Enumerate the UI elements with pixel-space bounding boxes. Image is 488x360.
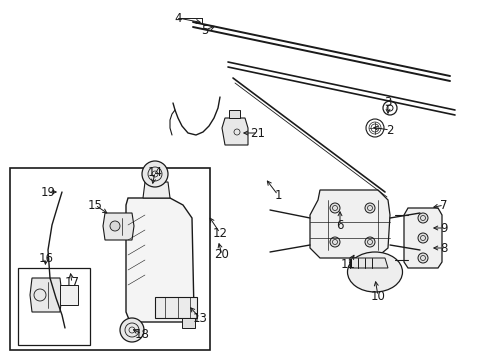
Text: 6: 6 <box>336 219 343 231</box>
Circle shape <box>364 237 374 247</box>
Text: 21: 21 <box>250 126 265 140</box>
Text: 10: 10 <box>370 289 385 302</box>
Bar <box>10 168 209 350</box>
Text: 17: 17 <box>64 276 80 289</box>
Text: 14: 14 <box>147 166 162 179</box>
Text: 18: 18 <box>134 328 149 341</box>
Polygon shape <box>142 182 170 198</box>
Polygon shape <box>403 208 441 268</box>
Polygon shape <box>103 213 134 240</box>
Polygon shape <box>222 118 247 145</box>
Bar <box>18 268 90 345</box>
Text: 20: 20 <box>214 248 229 261</box>
Text: 4: 4 <box>174 12 182 24</box>
Text: 13: 13 <box>192 311 207 324</box>
Text: 9: 9 <box>439 221 447 234</box>
Polygon shape <box>30 278 62 312</box>
Text: 19: 19 <box>41 185 55 198</box>
Polygon shape <box>309 190 389 258</box>
Circle shape <box>329 237 339 247</box>
Circle shape <box>329 203 339 213</box>
Polygon shape <box>228 110 240 118</box>
Polygon shape <box>60 285 78 305</box>
Text: 1: 1 <box>274 189 281 202</box>
Text: 8: 8 <box>439 242 447 255</box>
Circle shape <box>110 221 120 231</box>
Circle shape <box>364 203 374 213</box>
Polygon shape <box>349 258 387 268</box>
Polygon shape <box>126 198 194 322</box>
Text: 2: 2 <box>386 123 393 136</box>
Circle shape <box>417 233 427 243</box>
Text: 16: 16 <box>39 252 53 265</box>
Text: 12: 12 <box>212 226 227 239</box>
Text: 11: 11 <box>340 258 355 271</box>
Ellipse shape <box>347 252 402 292</box>
Circle shape <box>417 213 427 223</box>
Text: 7: 7 <box>439 198 447 212</box>
Polygon shape <box>182 318 195 328</box>
Text: 5: 5 <box>201 23 208 36</box>
Text: 3: 3 <box>384 95 391 108</box>
Circle shape <box>120 318 143 342</box>
Circle shape <box>417 253 427 263</box>
Polygon shape <box>155 297 197 318</box>
Circle shape <box>142 161 168 187</box>
Text: 15: 15 <box>87 198 102 212</box>
